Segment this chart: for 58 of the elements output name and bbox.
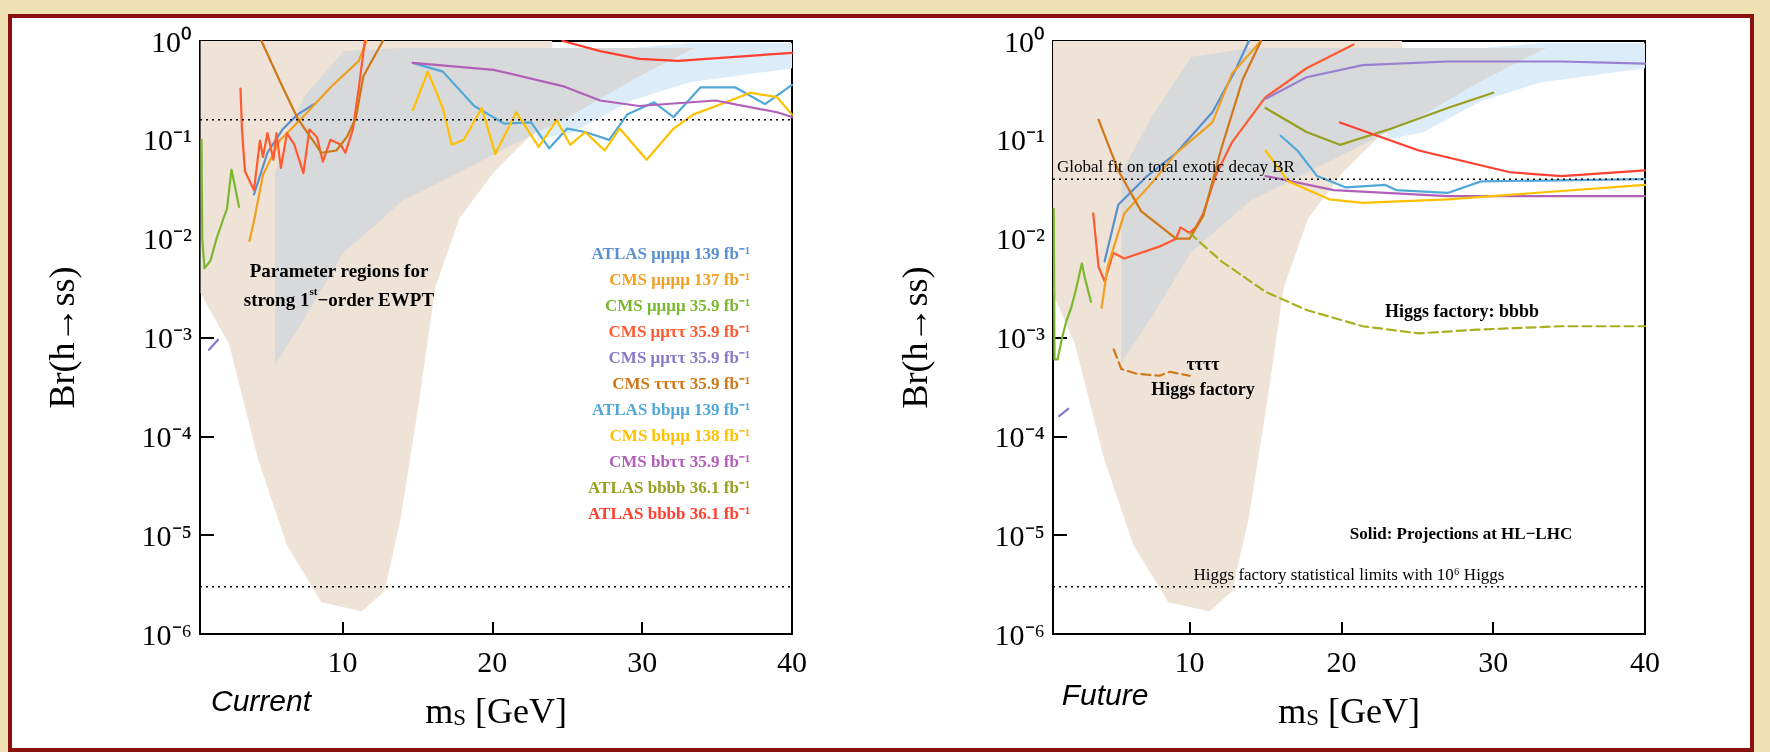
y-tick-label: 10⁻⁶ xyxy=(994,617,1045,651)
annotation: ττττ xyxy=(1186,354,1221,374)
y-tick-label: 10⁻⁴ xyxy=(141,419,192,453)
text: CMS ττττ 35.9 fb⁻¹ xyxy=(612,374,750,393)
y-tick-label: 10⁻⁶ xyxy=(141,617,192,651)
text: Future xyxy=(1061,677,1149,711)
annotation: Higgs factory xyxy=(1151,379,1255,399)
x-tick-label: 40 xyxy=(777,644,807,678)
line-series xyxy=(1264,60,1647,100)
y-tick-label: 10⁻⁵ xyxy=(141,518,192,552)
y-tick-label: 10⁻³ xyxy=(143,321,192,354)
y-tick-label: 10⁻¹ xyxy=(143,123,192,157)
text: CMS μμττ 35.9 fb⁻¹ xyxy=(608,348,750,367)
x-tick-label: 30 xyxy=(627,644,658,678)
line-series xyxy=(1264,91,1495,146)
y-tick-label: 10⁻³ xyxy=(996,321,1045,354)
text: ATLAS bbμμ 139 fb⁻¹ xyxy=(591,400,750,419)
line-series xyxy=(561,39,794,62)
line-series xyxy=(252,102,315,196)
y-tick-label: 10⁻¹ xyxy=(996,123,1045,157)
line-series xyxy=(260,39,384,154)
y-axis-title: Br(h→ss) xyxy=(895,266,935,409)
line-series xyxy=(1188,231,1647,335)
y-tick-label: 10⁻⁵ xyxy=(994,518,1045,552)
x-tick-label: 30 xyxy=(1478,644,1509,678)
line-series xyxy=(239,39,366,192)
annotation: Higgs factory: bbbb xyxy=(1384,301,1540,321)
text: CMS bbμμ 138 fb⁻¹ xyxy=(609,426,750,445)
x-axis-title: mS [GeV] xyxy=(1278,690,1420,731)
line-series xyxy=(248,39,368,242)
line-series xyxy=(1052,207,1093,361)
legend-label: ATLAS bbbb 36.1 fb⁻¹ xyxy=(588,478,750,497)
line-series xyxy=(411,61,794,119)
line-series xyxy=(1338,121,1647,178)
text: CMS bbττ 35.9 fb⁻¹ xyxy=(608,452,750,471)
x-axis-title: mS [GeV] xyxy=(425,690,567,731)
line-series xyxy=(411,61,794,150)
y-tick-label: 10⁻² xyxy=(143,222,192,256)
y-tick-label: 10⁰ xyxy=(151,24,192,58)
text: CMS μμμμ 35.9 fb⁻¹ xyxy=(604,296,750,315)
ref-line-label: Higgs factory statistical limits with 10⁶ Higgs xyxy=(1193,564,1505,584)
annotation: Solid: Projections at HL−LHC xyxy=(1349,523,1573,543)
x-tick-label: 10 xyxy=(1174,644,1205,678)
y-tick-label: 10⁻² xyxy=(996,222,1045,256)
line-series xyxy=(411,70,794,161)
y-tick-label: 10⁻⁴ xyxy=(994,419,1045,453)
text: ATLAS μμμμ 139 fb⁻¹ xyxy=(591,244,750,263)
text: Current xyxy=(210,683,313,717)
x-tick-label: 20 xyxy=(477,644,508,678)
y-tick-label: 10⁰ xyxy=(1004,24,1045,58)
line-series xyxy=(200,138,241,270)
x-tick-label: 10 xyxy=(327,644,358,678)
text: CMS μμττ 35.9 fb⁻¹ xyxy=(608,322,750,341)
text: ATLAS bbbb 36.1 fb⁻¹ xyxy=(588,504,750,523)
x-tick-label: 20 xyxy=(1326,644,1357,678)
y-axis-title: Br(h→ss) xyxy=(42,266,82,409)
x-tick-label: 40 xyxy=(1630,644,1660,678)
text: CMS μμμμ 137 fb⁻¹ xyxy=(609,270,750,289)
